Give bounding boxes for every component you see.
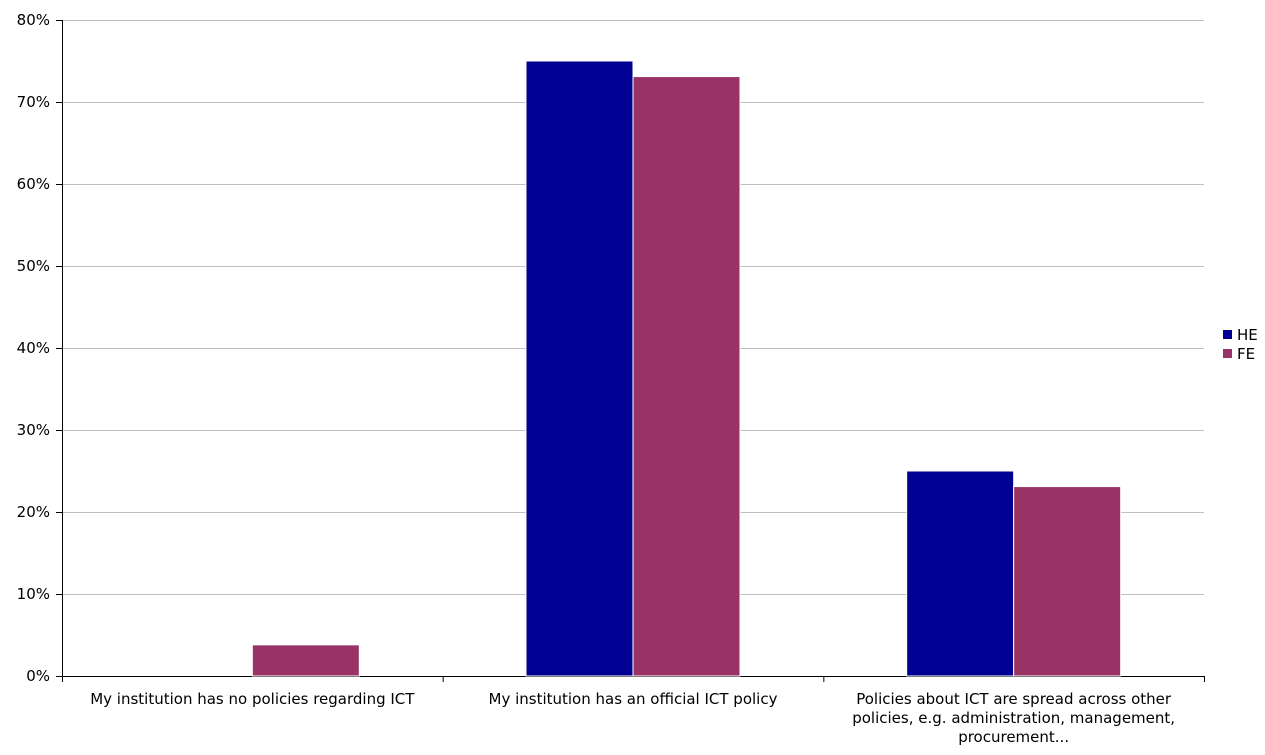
y-tick-label: 10%	[17, 585, 50, 603]
bar-fe	[632, 76, 741, 677]
legend-item-he: HE	[1223, 325, 1258, 344]
y-tick-label: 40%	[17, 339, 50, 357]
y-tick-label: 70%	[17, 93, 50, 111]
legend-label: FE	[1237, 344, 1256, 363]
y-tick-label: 50%	[17, 257, 50, 275]
category-label: My institution has an official ICT polic…	[488, 690, 778, 708]
bar-he	[525, 60, 634, 677]
bar-he	[906, 470, 1015, 677]
y-tick-label: 20%	[17, 503, 50, 521]
y-tick-label: 30%	[17, 421, 50, 439]
bar-fe	[251, 644, 360, 677]
category-label: Policies about ICT are spread across oth…	[852, 690, 1176, 746]
legend-item-fe: FE	[1223, 344, 1258, 363]
bar-fe	[1013, 486, 1122, 677]
legend: HE FE	[1223, 325, 1258, 363]
y-tick-label: 60%	[17, 175, 50, 193]
y-tick-label: 80%	[17, 11, 50, 29]
category-label: My institution has no policies regarding…	[90, 690, 415, 708]
legend-swatch	[1223, 349, 1232, 358]
legend-label: HE	[1237, 325, 1258, 344]
y-tick-label: 0%	[26, 667, 50, 685]
legend-swatch	[1223, 330, 1232, 339]
